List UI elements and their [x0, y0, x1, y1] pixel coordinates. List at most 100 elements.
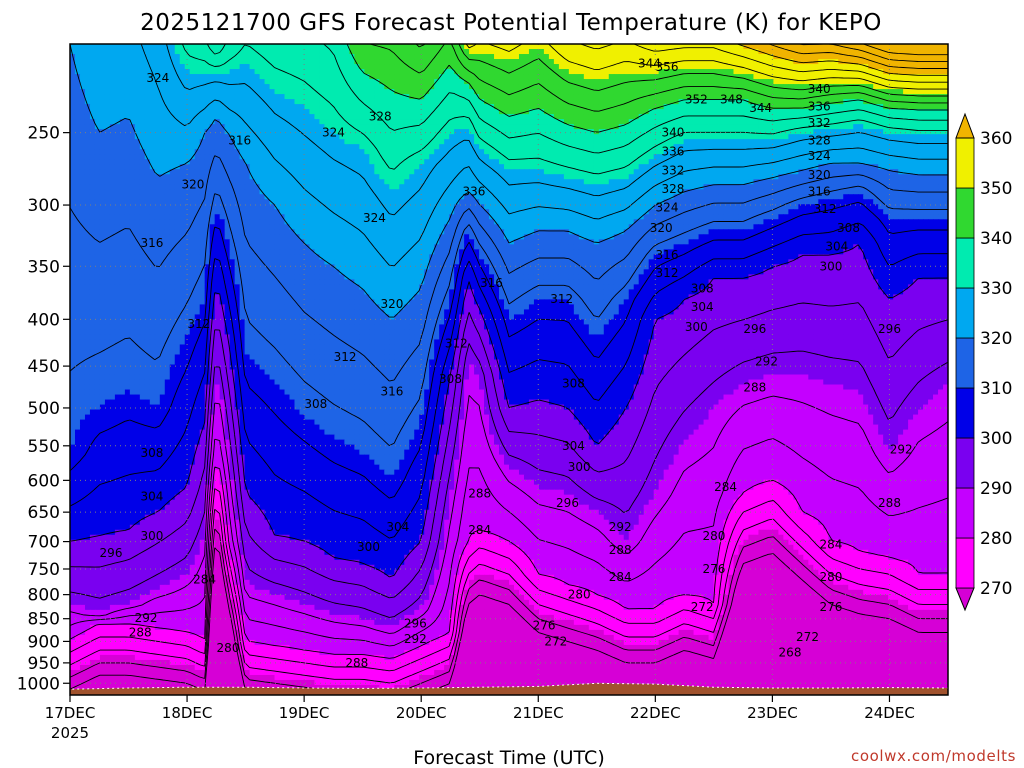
field-cell [449, 94, 455, 100]
field-cell [828, 129, 834, 135]
field-cell [748, 74, 755, 80]
field-cell [718, 99, 725, 105]
field-cell [813, 159, 819, 165]
field-cell [499, 74, 505, 80]
field-cell [798, 149, 804, 155]
field-cell [289, 129, 296, 135]
field-cell [304, 179, 311, 185]
field-cell [249, 144, 256, 150]
field-cell [349, 184, 355, 190]
field-cell [269, 89, 276, 95]
field-cell [678, 54, 685, 60]
field-cell [768, 64, 774, 70]
field-cell [314, 99, 321, 105]
field-cell [104, 154, 111, 160]
field-cell [179, 84, 186, 90]
field-cell [144, 134, 151, 140]
field-cell [379, 124, 385, 130]
field-cell [558, 164, 565, 170]
field-cell [753, 139, 760, 145]
field-cell [883, 64, 889, 70]
field-cell [748, 114, 755, 120]
field-cell [104, 84, 111, 90]
field-cell [713, 64, 720, 70]
field-cell [199, 174, 206, 180]
field-cell [768, 149, 774, 155]
field-cell [359, 169, 365, 175]
field-cell [224, 154, 231, 160]
field-cell [788, 119, 794, 125]
field-cell [114, 94, 121, 100]
field-cell [538, 54, 545, 60]
field-cell [159, 94, 166, 100]
field-cell [913, 164, 919, 170]
field-cell [613, 144, 620, 150]
field-cell [778, 54, 784, 60]
field-cell [389, 149, 395, 155]
field-cell [339, 179, 345, 185]
field-cell [314, 84, 321, 90]
field-cell [883, 149, 889, 155]
field-cell [628, 174, 635, 180]
field-cell [913, 84, 919, 90]
field-cell [783, 159, 789, 165]
field-cell [803, 119, 809, 125]
field-cell [464, 119, 470, 125]
field-cell [119, 119, 126, 125]
field-cell [688, 179, 695, 185]
field-cell [139, 119, 146, 125]
field-cell [99, 124, 106, 130]
field-cell [603, 44, 610, 50]
field-cell [264, 124, 271, 130]
field-cell [184, 54, 191, 60]
field-cell [484, 79, 490, 85]
field-cell [139, 149, 146, 155]
field-cell [703, 144, 710, 150]
field-cell [449, 174, 455, 180]
field-cell [359, 114, 365, 120]
field-cell [863, 74, 869, 80]
field-cell [673, 79, 680, 85]
field-cell [379, 99, 385, 105]
field-cell [249, 64, 256, 70]
field-cell [124, 79, 131, 85]
field-cell [199, 119, 206, 125]
field-cell [868, 59, 874, 65]
field-cell [444, 79, 450, 85]
field-cell [394, 119, 400, 125]
field-cell [883, 134, 889, 140]
field-cell [553, 159, 560, 165]
field-cell [249, 139, 256, 145]
field-cell [94, 119, 101, 125]
field-cell [344, 179, 350, 185]
field-cell [214, 169, 221, 175]
field-cell [668, 134, 675, 140]
field-cell [244, 149, 251, 155]
field-cell [563, 44, 570, 50]
field-cell [783, 79, 789, 85]
field-cell [499, 144, 505, 150]
field-cell [928, 84, 934, 90]
field-cell [384, 174, 390, 180]
field-cell [70, 179, 76, 185]
field-cell [464, 99, 470, 105]
field-cell [578, 129, 585, 135]
field-cell [898, 134, 904, 140]
field-cell [239, 79, 246, 85]
field-cell [908, 174, 914, 180]
field-cell [214, 99, 221, 105]
field-cell [204, 59, 211, 65]
field-cell [89, 54, 96, 60]
field-cell [893, 79, 899, 85]
field-cell [504, 169, 510, 175]
field-cell [499, 129, 505, 135]
field-cell [179, 89, 186, 95]
field-cell [70, 119, 76, 125]
field-cell [449, 149, 455, 155]
field-cell [209, 169, 216, 175]
field-cell [568, 134, 575, 140]
field-cell [84, 134, 91, 140]
field-cell [274, 99, 281, 105]
field-cell [459, 149, 465, 155]
field-cell [309, 129, 316, 135]
